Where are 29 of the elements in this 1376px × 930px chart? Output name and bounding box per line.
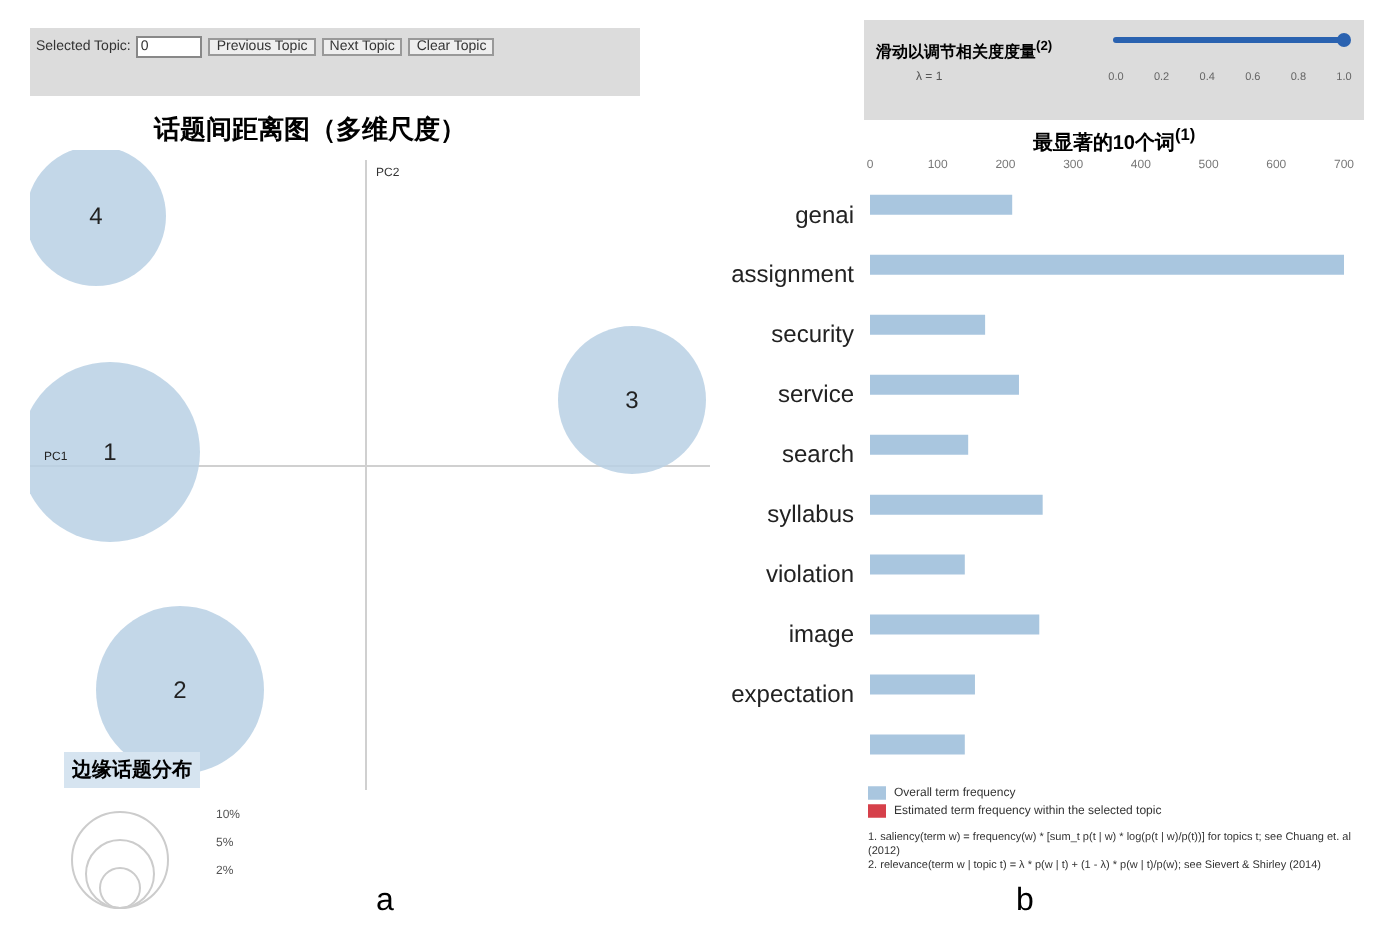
category-label: 2 [173,676,188,704]
category-label: 1 [103,438,118,466]
y-tick-label: genai [795,200,854,229]
bar [870,434,969,455]
bar [870,194,1013,215]
category-label: 3 [625,386,640,414]
y-tick-label: image [788,620,855,649]
y-tick-label: violation [765,560,854,589]
y-tick-label: syllabus [767,500,854,529]
bar [870,734,965,755]
text: a [376,884,394,920]
bar [870,614,1040,635]
y-tick-label: service [777,380,855,409]
bar [870,314,986,335]
legend-title: 边缘话题分布 [64,752,200,788]
chart-title: 最显著的10个词$^{(1)}$ [1030,124,1198,157]
y-tick-label: assignment [731,260,856,289]
y-tick-label: search [781,440,854,469]
bar [870,254,1344,275]
y-tick-label: expectation [731,680,854,709]
category-label: 4 [89,202,104,230]
bar [870,374,1019,395]
text: b [1016,884,1034,920]
bar [870,554,965,575]
y-tick-label: security [771,320,854,349]
text: 滑动以调节相关度度量$^{(2)}$ [876,40,1053,64]
text: 话题间距离图（多维尺度） [151,112,468,148]
bar [870,494,1043,515]
bar [870,674,975,695]
